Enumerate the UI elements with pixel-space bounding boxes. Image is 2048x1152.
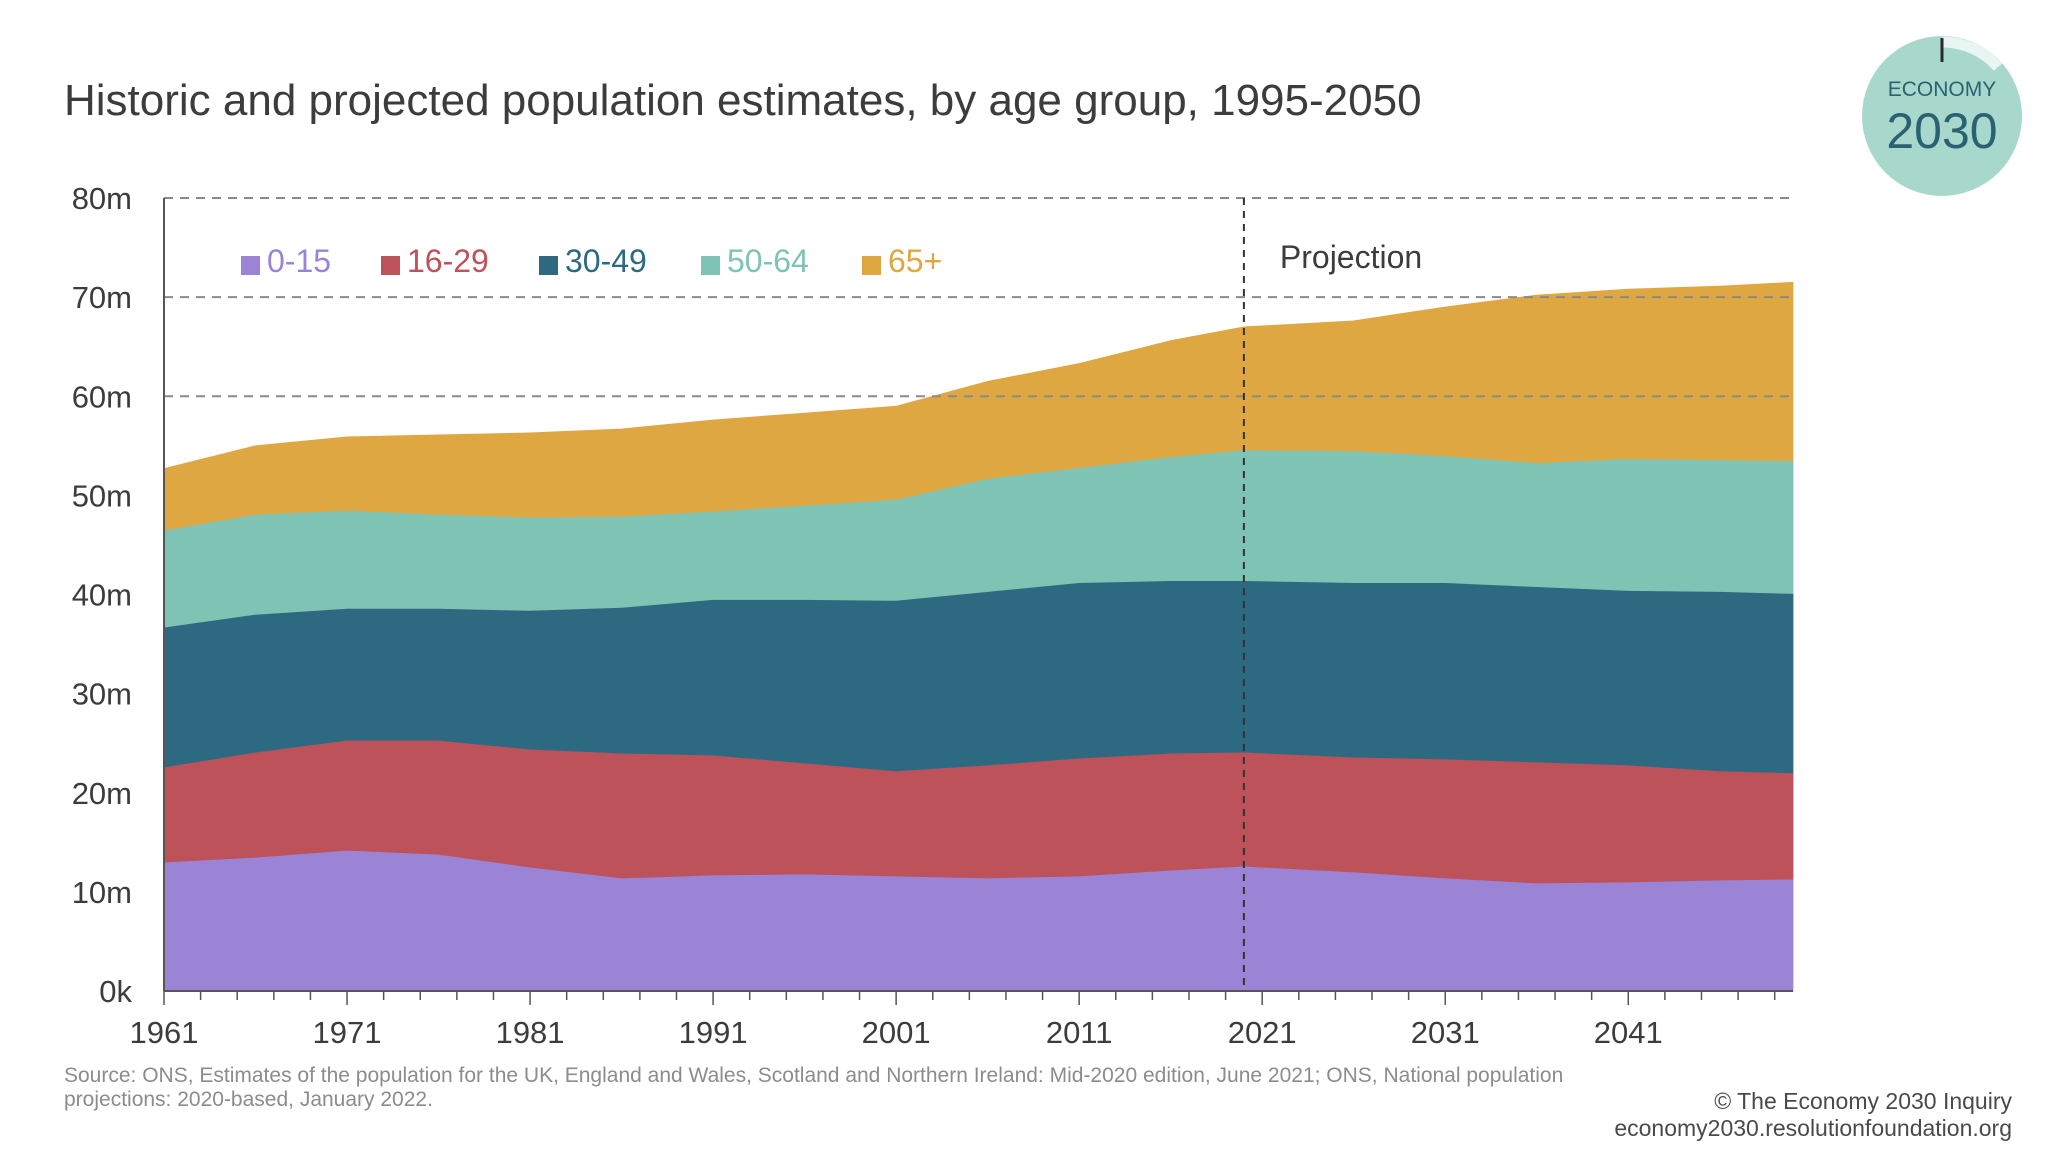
y-tick-label: 10m xyxy=(72,875,132,910)
y-tick-label: 20m xyxy=(72,776,132,811)
x-tick-label: 1991 xyxy=(679,1015,748,1050)
x-tick-label: 1971 xyxy=(313,1015,382,1050)
legend-label-16-29: 16-29 xyxy=(407,243,489,279)
y-tick-label: 30m xyxy=(72,677,132,712)
website-line: economy2030.resolutionfoundation.org xyxy=(1614,1115,2012,1141)
axes xyxy=(163,198,1793,992)
y-tick-label: 70m xyxy=(72,280,132,315)
source-note: Source: ONS, Estimates of the population… xyxy=(64,1064,1564,1111)
legend-label-50-64: 50-64 xyxy=(727,243,809,279)
projection-label: Projection xyxy=(1280,239,1422,275)
legend-label-65+: 65+ xyxy=(888,243,942,279)
area-layers xyxy=(163,281,1794,992)
y-tick-label: 80m xyxy=(72,181,132,216)
logo-ring-icon xyxy=(1940,36,2003,71)
x-tick-label: 2011 xyxy=(1046,1015,1113,1050)
legend-swatch-30-49 xyxy=(539,256,558,275)
projection-marker: Projection xyxy=(1242,198,1422,991)
y-tick-label: 0k xyxy=(99,974,132,1009)
legend-swatch-50-64 xyxy=(701,256,720,275)
x-tick-label: 2041 xyxy=(1594,1015,1663,1050)
copyright-block: © The Economy 2030 Inquiry economy2030.r… xyxy=(1614,1088,2012,1142)
x-axis-ticks: 1961 1971 1981 1991 2001 2011 2021 2031 2041 xyxy=(130,991,1776,1050)
x-tick-label: 2031 xyxy=(1411,1015,1480,1050)
economy-2030-logo: ECONOMY 2030 xyxy=(1862,36,2022,196)
y-tick-label: 60m xyxy=(72,379,132,414)
x-tick-label: 2001 xyxy=(862,1015,931,1050)
legend-swatch-16-29 xyxy=(381,256,400,275)
copyright-line: © The Economy 2030 Inquiry xyxy=(1714,1088,2012,1114)
x-tick-label: 1961 xyxy=(130,1015,199,1050)
y-tick-label: 50m xyxy=(72,478,132,513)
x-tick-label: 1981 xyxy=(496,1015,565,1050)
logo-year: 2030 xyxy=(1886,103,1998,159)
legend-swatch-0-15 xyxy=(241,256,260,275)
logo-word: ECONOMY xyxy=(1887,78,1997,101)
x-tick-label: 2021 xyxy=(1228,1015,1297,1050)
legend-label-0-15: 0-15 xyxy=(267,243,331,279)
legend-swatch-65+ xyxy=(862,256,881,275)
y-axis-ticks: 0k 10m 20m 30m 40m 50m 60m 70m 80m xyxy=(72,181,133,1009)
legend: 0-15 16-29 30-49 50-64 65+ xyxy=(241,243,942,279)
chart-title: Historic and projected population estima… xyxy=(64,76,1422,125)
legend-label-30-49: 30-49 xyxy=(565,243,647,279)
y-tick-label: 40m xyxy=(72,578,132,613)
area-65+ xyxy=(163,281,1794,531)
